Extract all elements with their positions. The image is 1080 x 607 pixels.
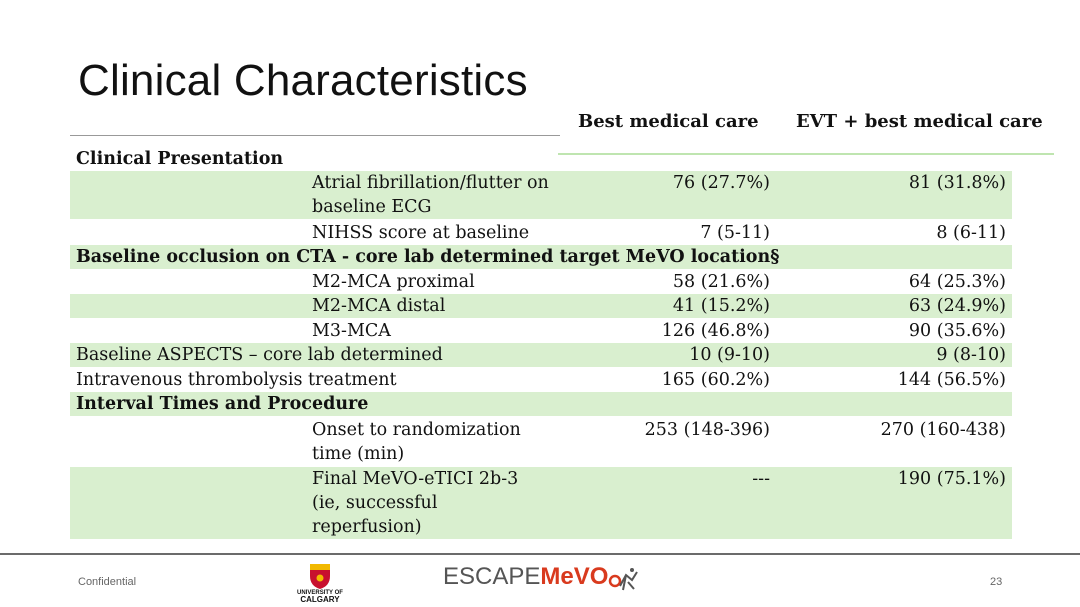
value-evt: 64 (25.3%)	[908, 272, 1006, 292]
slide-title: Clinical Characteristics	[78, 56, 528, 105]
table-row: NIHSS score at baseline 7 (5-11) 8 (6-11…	[70, 221, 1012, 245]
university-label: UNIVERSITY OF	[297, 590, 343, 596]
table-row-section: Interval Times and Procedure	[70, 392, 1012, 416]
value-best: ---	[752, 469, 770, 489]
row-label: NIHSS score at baseline	[312, 223, 530, 243]
value-evt: 9 (8-10)	[936, 345, 1006, 365]
value-best: 41 (15.2%)	[672, 296, 770, 316]
row-label: Final MeVO-eTICI 2b-3 (ie, successful re…	[312, 469, 519, 537]
row-label: M2-MCA distal	[312, 296, 446, 316]
table-row: M3-MCA 126 (46.8%) 90 (35.6%)	[70, 319, 1012, 343]
title-underline	[70, 135, 560, 136]
value-evt: 90 (35.6%)	[908, 321, 1006, 341]
value-evt: 81 (31.8%)	[908, 173, 1006, 193]
value-evt: 144 (56.5%)	[897, 370, 1006, 390]
section-label: Clinical Presentation	[76, 149, 284, 169]
row-label: M2-MCA proximal	[312, 272, 475, 292]
calgary-label: CALGARY	[300, 595, 340, 604]
row-label: M3-MCA	[312, 321, 391, 341]
table-row: Onset to randomization time (min) 253 (1…	[70, 418, 1012, 466]
row-label: Onset to randomization time (min)	[312, 420, 521, 464]
table-row-section: Clinical Presentation	[70, 147, 1012, 171]
column-header-best-medical-care: Best medical care	[578, 111, 759, 132]
confidential-label: Confidential	[78, 576, 137, 588]
value-evt: 190 (75.1%)	[897, 469, 1006, 489]
university-of-calgary-logo: UNIVERSITY OF CALGARY	[290, 562, 350, 604]
value-best: 76 (27.7%)	[672, 173, 770, 193]
value-best: 165 (60.2%)	[661, 370, 770, 390]
value-best: 7 (5-11)	[700, 223, 770, 243]
value-evt: 63 (24.9%)	[908, 296, 1006, 316]
section-label: Baseline occlusion on CTA - core lab det…	[76, 247, 780, 267]
escape-mevo-logo: ESCAPEMeVO	[443, 563, 608, 591]
table-row: Intravenous thrombolysis treatment 165 (…	[70, 368, 1012, 392]
escape-logo-text: ESCAPE	[443, 563, 541, 590]
section-label: Interval Times and Procedure	[76, 394, 369, 414]
table-row: M2-MCA proximal 58 (21.6%) 64 (25.3%)	[70, 270, 1012, 294]
header-divider	[558, 153, 1054, 155]
crest-icon	[310, 564, 330, 589]
running-figure-icon	[608, 568, 638, 591]
table-row: Atrial fibrillation/flutter on baseline …	[70, 171, 1012, 219]
mevo-logo-text: MeVO	[540, 563, 609, 590]
value-evt: 8 (6-11)	[936, 223, 1006, 243]
value-evt: 270 (160-438)	[880, 420, 1006, 440]
value-best: 10 (9-10)	[689, 345, 770, 365]
value-best: 126 (46.8%)	[661, 321, 770, 341]
table-row: Baseline ASPECTS – core lab determined 1…	[70, 343, 1012, 367]
value-best: 253 (148-396)	[644, 420, 770, 440]
column-header-evt: EVT + best medical care	[796, 111, 1043, 132]
page-number: 23	[990, 576, 1003, 588]
row-label: Intravenous thrombolysis treatment	[76, 370, 397, 390]
row-label: Baseline ASPECTS – core lab determined	[76, 345, 443, 365]
row-label: Atrial fibrillation/flutter on baseline …	[312, 173, 549, 217]
value-best: 58 (21.6%)	[672, 272, 770, 292]
table-row: M2-MCA distal 41 (15.2%) 63 (24.9%)	[70, 294, 1012, 318]
footer-divider	[0, 553, 1080, 555]
table-row-section: Baseline occlusion on CTA - core lab det…	[70, 245, 1012, 269]
table-row: Final MeVO-eTICI 2b-3 (ie, successful re…	[70, 467, 1012, 539]
